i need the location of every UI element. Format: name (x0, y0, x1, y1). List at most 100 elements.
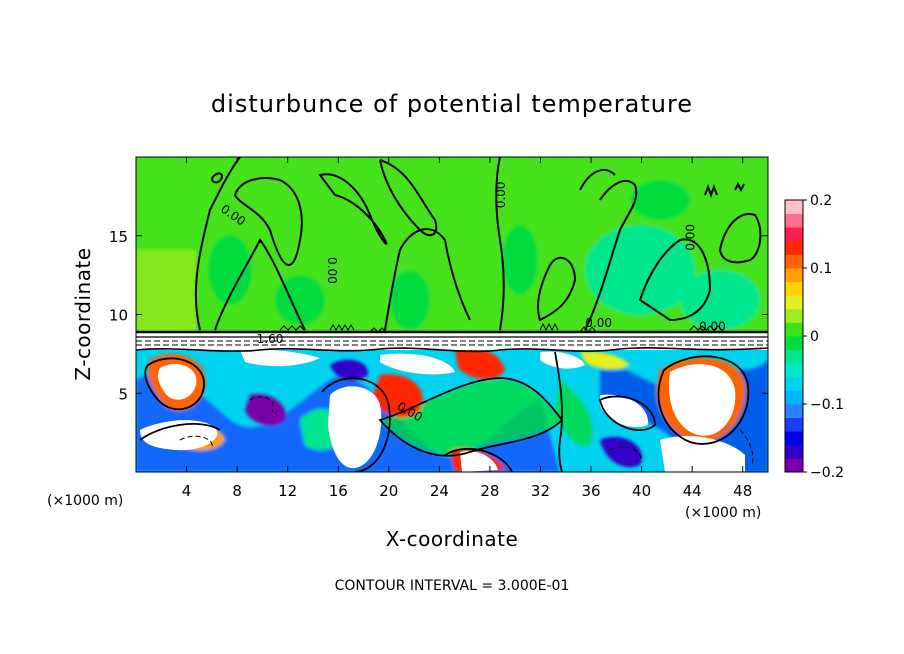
colorbar-swatch (785, 254, 803, 269)
red-ring-2 (372, 374, 423, 418)
upper-green-patch-3 (585, 225, 695, 315)
colorbar-ticks: 0.2 0.1 0 −0.1 −0.2 (803, 193, 844, 481)
green-band-3 (555, 380, 593, 446)
white-blob-7 (380, 353, 455, 375)
upper-green-patch-7 (390, 270, 430, 330)
contour-upper-3 (233, 177, 303, 266)
colorbar-swatch (785, 281, 803, 296)
dashed-contour-3 (249, 396, 274, 413)
colorbar-swatch (785, 431, 803, 446)
y-tick-label: 10 (109, 307, 128, 325)
colorbar (784, 199, 804, 473)
contour-label: 0.00 (585, 316, 612, 330)
white-blob-9 (460, 451, 498, 472)
colorbar-swatch (785, 390, 803, 405)
colorbar-swatch (785, 240, 803, 255)
contour-upper-7 (495, 157, 505, 331)
x-tick-label: 32 (531, 482, 550, 500)
contour-label: 1.60 (257, 332, 284, 346)
y-tick-label: 15 (109, 228, 128, 246)
contour-lower-4 (657, 355, 750, 445)
contour-upper-13 (211, 172, 223, 184)
contour-label: 0.00 (325, 257, 339, 284)
x-tick-label: 4 (182, 482, 192, 500)
white-blob-1 (157, 364, 197, 400)
contour-label: 0.00 (494, 181, 508, 208)
contour-lower-8 (598, 395, 656, 431)
contour-lower-2 (321, 377, 391, 472)
y-unit-label: (×1000 m) (47, 493, 123, 509)
white-blob-6 (660, 435, 745, 472)
upper-green-patch-5 (502, 225, 538, 295)
colorbar-swatch (785, 458, 803, 473)
colorbar-swatch (785, 268, 803, 282)
contour-upper-1 (194, 157, 241, 331)
inversion-line-5 (136, 347, 768, 353)
colorbar-swatch (785, 363, 803, 378)
contour-upper-2 (214, 238, 306, 331)
upper-green-patch-1 (208, 235, 252, 305)
contour-upper-4 (318, 173, 388, 245)
contour-upper-11 (718, 213, 762, 264)
x-axis-ticks: 4 8 12 16 20 24 28 32 36 40 44 48 (182, 157, 752, 500)
lower-layer-field (136, 348, 768, 472)
contour-upper-9 (584, 180, 638, 331)
inversion-wiggles (279, 322, 723, 333)
colorbar-swatch (785, 200, 803, 214)
dashed-contour-1 (179, 435, 213, 449)
yellow-patch-1 (580, 351, 630, 370)
contour-labels: 0.000.000.000.000.00 0.001.600.00 (218, 181, 726, 424)
x-tick-label: 20 (379, 482, 398, 500)
colorbar-swatch (785, 417, 803, 432)
x-axis-label: X-coordinate (386, 527, 519, 551)
y-axis-label: Z-coordinate (71, 247, 95, 380)
colorbar-swatch (785, 444, 803, 459)
lower-contours (139, 351, 750, 472)
purple-blob-3 (600, 436, 642, 468)
colorbar-tick-label: 0.1 (810, 261, 832, 277)
contour-lower-5 (554, 351, 563, 472)
white-blob-3 (328, 386, 382, 469)
x-tick-label: 48 (733, 482, 752, 500)
colorbar-tick-label: −0.1 (810, 397, 844, 413)
white-blob-5 (668, 364, 736, 436)
colorbar-swatch (785, 227, 803, 242)
y-tick-label: 5 (118, 385, 128, 403)
x-tick-label: 16 (329, 482, 348, 500)
green-band-1 (380, 380, 560, 454)
contour-lower-1 (144, 357, 205, 411)
white-blob-2 (140, 420, 218, 451)
x-tick-label: 8 (232, 482, 242, 500)
chart-title: disturbunce of potential temperature (211, 90, 693, 118)
colorbar-swatch (785, 336, 803, 350)
x-tick-label: 28 (480, 482, 499, 500)
dashed-contour-4 (739, 429, 754, 466)
x-tick-label: 36 (581, 482, 600, 500)
contour-upper-12 (579, 169, 616, 191)
colorbar-swatch (785, 308, 803, 323)
y-axis-ticks: 5 10 15 (109, 228, 768, 403)
x-tick-label: 24 (430, 482, 449, 500)
contour-label: 0.00 (699, 319, 726, 333)
colorbar-tick-label: −0.2 (810, 465, 844, 481)
colorbar-swatch (785, 376, 803, 391)
contour-lower-7 (444, 447, 513, 472)
dashed-contour-2 (609, 446, 642, 463)
contour-interval-text: CONTOUR INTERVAL = 3.000E-01 (335, 578, 570, 594)
contour-upper-6 (379, 159, 438, 237)
colorbar-tick-label: 0.2 (810, 193, 832, 209)
upper-green-patch-4 (680, 270, 760, 330)
red-ring-4 (455, 348, 505, 380)
colorbar-tick-label: 0 (810, 329, 819, 345)
colorbar-swatch (785, 213, 803, 228)
contour-upper-8 (537, 256, 577, 322)
lower-dashed-contours (179, 396, 754, 466)
purple-blob-1 (245, 394, 286, 426)
white-blob-10 (540, 351, 585, 369)
plot-area: 0.000.000.000.000.00 0.001.600.00 (136, 157, 768, 472)
colorbar-swatch (785, 322, 803, 337)
x-tick-label: 40 (632, 482, 651, 500)
upper-green-patch-6 (630, 180, 690, 220)
colorbar-swatch (785, 295, 803, 310)
